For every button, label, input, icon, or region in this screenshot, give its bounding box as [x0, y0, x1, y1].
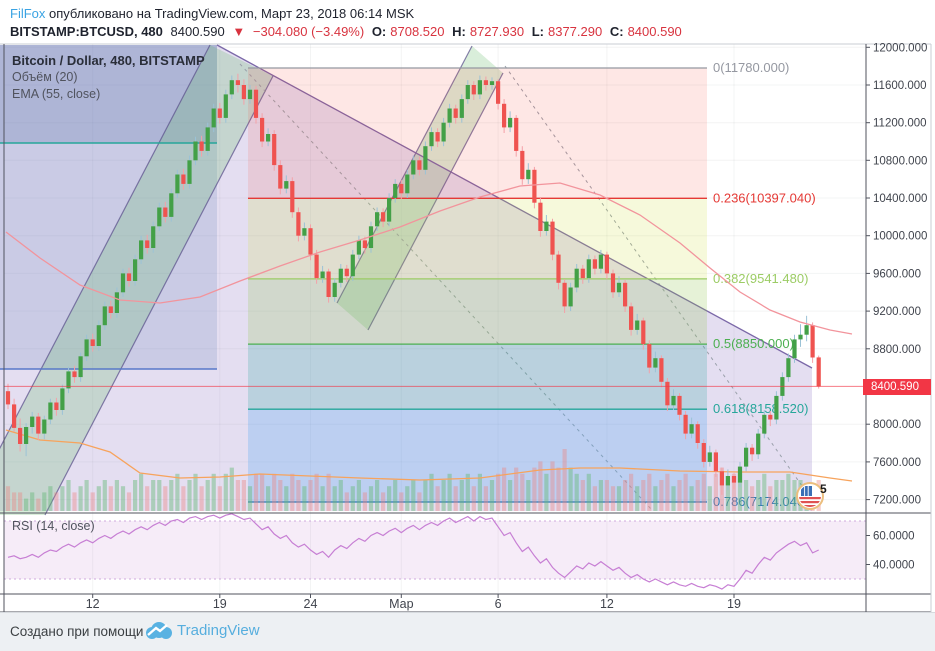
candles	[5, 73, 821, 495]
fib-retracement: 0(11780.000) 0.236(10397.040) 0.382(9541.4…	[248, 60, 816, 509]
fib-level-label: 0.5(8850.000)	[713, 336, 794, 351]
price-change: −304.080 (−3.49%)	[252, 24, 365, 39]
svg-text:8000.000: 8000.000	[873, 419, 921, 431]
volume-ma-line	[5, 429, 853, 482]
ema-line	[5, 182, 853, 335]
open-label: O:	[371, 24, 387, 39]
legend-series-title[interactable]: Bitcoin / Dollar, 480, BITSTAMP	[12, 53, 205, 68]
price-axis[interactable]: 12000.000 11600.000 11200.000 10800.000 1040…	[866, 42, 927, 572]
open-value: 8708.520	[390, 24, 445, 39]
attribution-text: Создано при помощи	[10, 624, 144, 639]
svg-text:7200.000: 7200.000	[873, 495, 921, 507]
chart-legend[interactable]: Bitcoin / Dollar, 480, BITSTAMP Объём (2…	[12, 52, 205, 103]
svg-text:40.0000: 40.0000	[873, 560, 915, 572]
legend-volume-study[interactable]: Объём (20)	[12, 70, 78, 84]
economic-events-icon	[796, 482, 824, 510]
close-label: C:	[609, 24, 624, 39]
svg-text:24: 24	[304, 597, 318, 611]
svg-text:11200.000: 11200.000	[873, 118, 927, 130]
symbol-name[interactable]: BITSTAMP:BTCUSD, 480	[10, 24, 163, 39]
svg-text:6: 6	[495, 597, 502, 611]
fib-level-label: 0(11780.000)	[713, 60, 789, 75]
svg-text:7600.000: 7600.000	[873, 457, 921, 469]
rsi-line	[7, 513, 819, 590]
svg-text:11600.000: 11600.000	[873, 80, 927, 92]
svg-text:9600.000: 9600.000	[873, 268, 921, 280]
svg-text:60.0000: 60.0000	[873, 531, 915, 543]
volume-bars	[5, 429, 853, 511]
fib-level-label: 0.382(9541.480)	[713, 271, 808, 286]
svg-text:10000.000: 10000.000	[873, 231, 927, 243]
rsi-pane-legend[interactable]: RSI (14, close)	[12, 519, 95, 533]
rsi-pane	[4, 513, 866, 590]
legend-ema-study[interactable]: EMA (55, close)	[12, 87, 101, 101]
svg-text:10400.000: 10400.000	[873, 193, 927, 205]
events-badge-count[interactable]: 5	[820, 482, 827, 496]
low-label: L:	[531, 24, 544, 39]
svg-text:8800.000: 8800.000	[873, 344, 921, 356]
fib-level-label: 0.786(7174.040)	[713, 494, 808, 509]
author-link[interactable]: FilFox	[10, 6, 46, 21]
svg-text:19: 19	[727, 597, 741, 611]
svg-text:12000.000: 12000.000	[873, 42, 927, 54]
fib-level-label: 0.236(10397.040)	[713, 190, 816, 205]
publish-byline: FilFox опубликовано на TradingView.com, …	[10, 6, 930, 21]
svg-text:Мар: Мар	[389, 597, 414, 611]
last-price: 8400.590	[170, 24, 225, 39]
tradingview-brand-link[interactable]: TradingView	[177, 622, 260, 639]
time-axis[interactable]: 12 19 24 Мар 6 12 19	[86, 594, 741, 611]
svg-text:12: 12	[600, 597, 614, 611]
svg-text:10800.000: 10800.000	[873, 155, 927, 167]
svg-text:19: 19	[213, 597, 227, 611]
symbol-quote-line: BITSTAMP:BTCUSD, 480 8400.590 ▼ −304.080…	[10, 24, 930, 39]
attribution-footer: Создано при помощи TradingView	[0, 612, 935, 651]
svg-text:12: 12	[86, 597, 100, 611]
byline-text: опубликовано на TradingView.com, Март 23…	[45, 6, 415, 21]
tradingview-logo-icon[interactable]	[143, 620, 173, 649]
low-value: 8377.290	[547, 24, 603, 39]
down-arrow-icon: ▼	[232, 24, 246, 39]
svg-text:9200.000: 9200.000	[873, 306, 921, 318]
fib-level-label: 0.618(8158.520)	[713, 401, 808, 416]
last-price-axis-badge: 8400.590	[863, 379, 931, 395]
gridlines	[4, 44, 866, 594]
high-label: H:	[452, 24, 466, 39]
high-value: 8727.930	[469, 24, 525, 39]
close-value: 8400.590	[627, 24, 682, 39]
